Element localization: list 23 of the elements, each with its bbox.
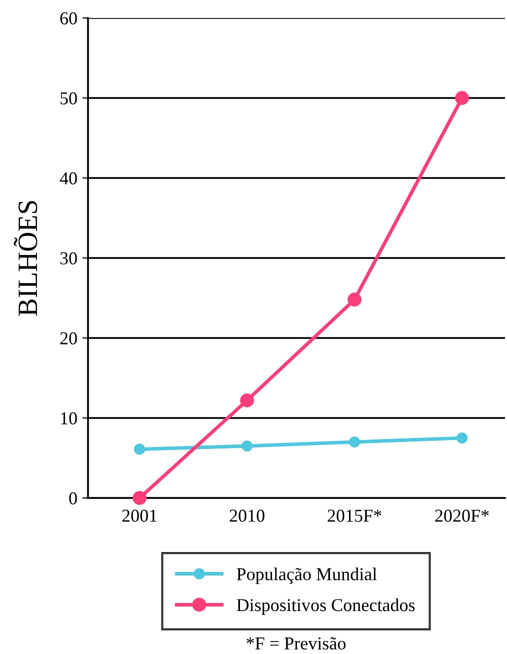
y-tick-label: 60 [60, 12, 77, 24]
x-tick-label: 2015F* [328, 510, 382, 522]
point [348, 436, 360, 448]
point [455, 91, 469, 105]
x-tick-label: 2020F* [435, 510, 489, 522]
text: *F = Previsão [246, 637, 346, 650]
y-tick-label: 10 [61, 412, 77, 424]
legend-label: Dispositivos Conectados [236, 598, 415, 615]
point [132, 491, 147, 505]
legend-label: População Mundial [236, 568, 377, 584]
y-tick-label: 40 [60, 172, 77, 184]
point [240, 393, 254, 408]
x-tick-label: 2010 [230, 510, 264, 522]
y-tick-label: 50 [60, 92, 77, 104]
x-tick-label: 2001 [122, 510, 157, 522]
point [348, 292, 362, 307]
y-axis-title: BILHÕES [14, 201, 38, 316]
point [456, 432, 468, 444]
point [134, 444, 146, 455]
y-tick-label: 30 [60, 252, 77, 264]
y-tick-label: 20 [60, 332, 77, 344]
y-tick-label: 0 [69, 492, 77, 504]
point [242, 440, 253, 452]
